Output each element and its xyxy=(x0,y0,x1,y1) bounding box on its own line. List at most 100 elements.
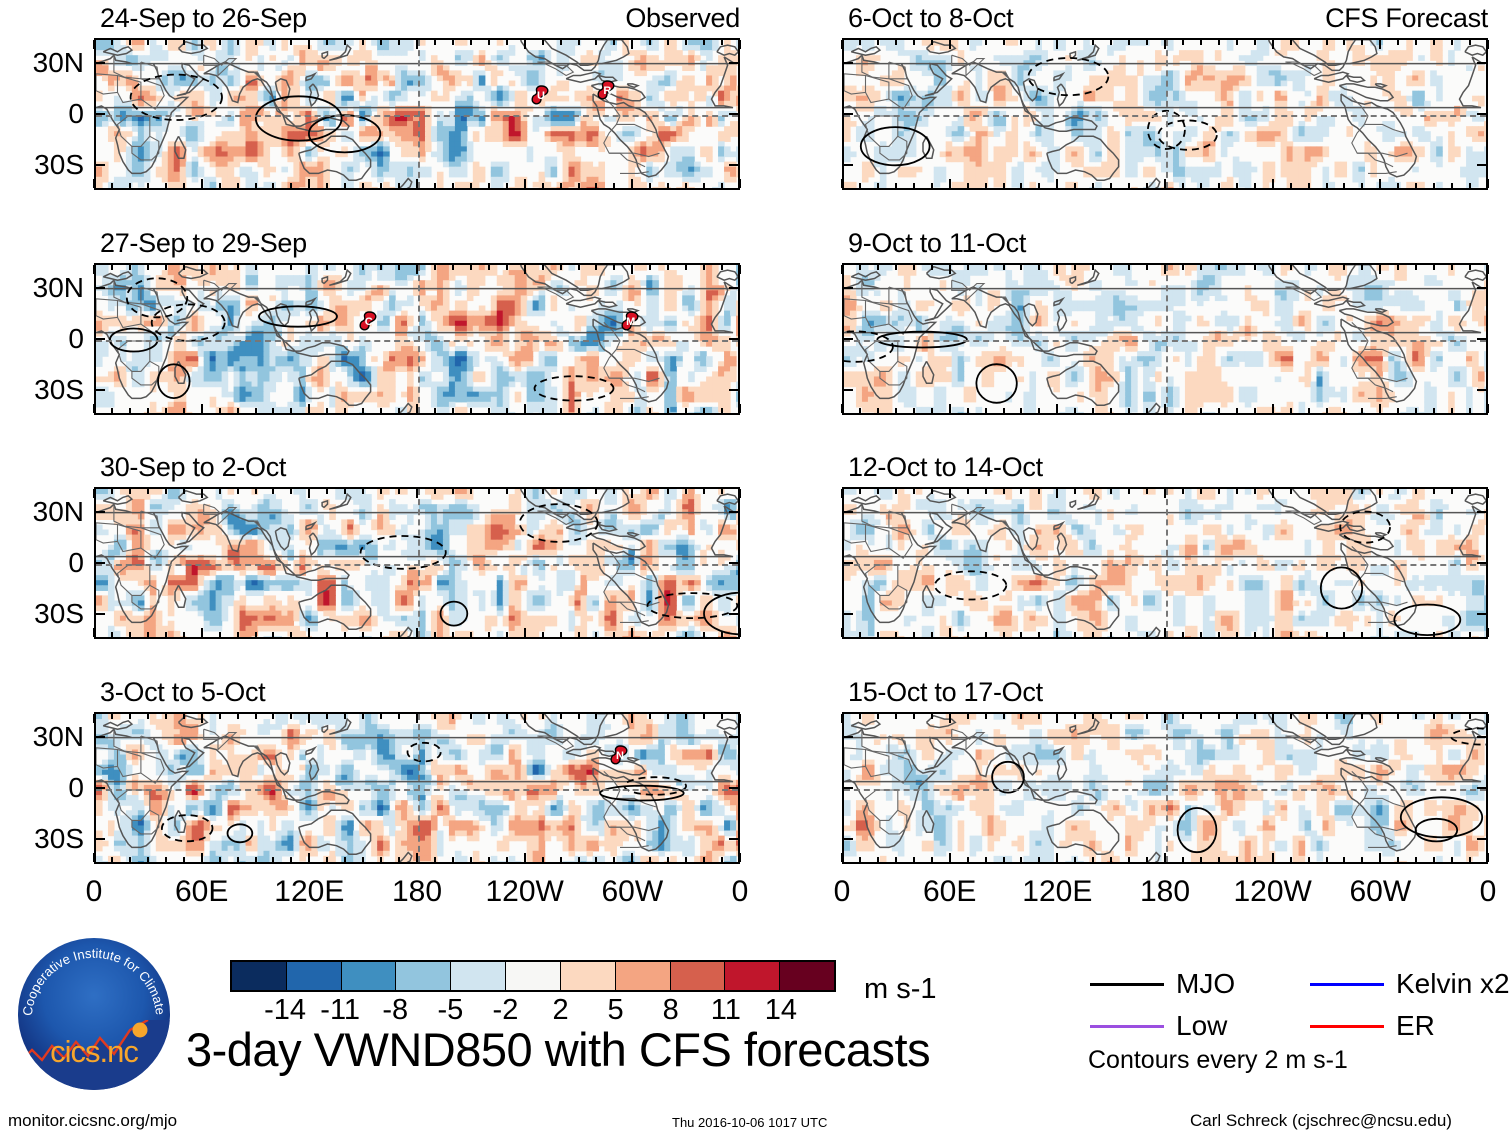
axis-tick xyxy=(93,853,95,862)
axis-tick xyxy=(1038,183,1041,188)
contour-interval-note: Contours every 2 m s-1 xyxy=(1088,1046,1348,1074)
axis-tick xyxy=(362,40,365,45)
axis-tick xyxy=(1397,40,1400,45)
axis-tick xyxy=(1128,714,1131,719)
axis-tick xyxy=(1146,40,1149,45)
axis-tick xyxy=(844,562,853,564)
axis-tick xyxy=(1433,40,1436,45)
footer-left[interactable]: monitor.cicsnc.org/mjo xyxy=(8,1111,178,1130)
axis-tick xyxy=(380,265,383,270)
axis-tick xyxy=(487,857,490,862)
axis-tick xyxy=(595,489,598,494)
colorbar-tick--2: -2 xyxy=(492,994,519,1026)
axis-tick xyxy=(721,714,724,719)
axis-tick xyxy=(1020,489,1023,494)
axis-tick xyxy=(398,265,401,270)
axis-tick xyxy=(1199,714,1202,719)
y-tick-30S: 30S xyxy=(34,822,84,854)
equator-line xyxy=(844,340,1486,342)
colorbar-swatch-3 xyxy=(396,962,452,990)
legend-label: Low xyxy=(1176,1010,1228,1041)
axis-tick xyxy=(505,40,508,45)
axis-tick xyxy=(451,714,454,719)
axis-tick xyxy=(254,857,257,862)
axis-tick xyxy=(876,632,879,637)
axis-tick xyxy=(1343,408,1346,413)
axis-tick xyxy=(667,183,670,188)
axis-tick xyxy=(667,857,670,862)
axis-tick xyxy=(1164,40,1166,49)
axis-tick xyxy=(487,265,490,270)
axis-tick xyxy=(1235,265,1238,270)
axis-tick xyxy=(667,40,670,45)
colorbar-tick--5: -5 xyxy=(437,994,464,1026)
axis-tick xyxy=(912,632,915,637)
axis-tick xyxy=(649,40,652,45)
axis-tick xyxy=(1486,853,1489,862)
axis-tick xyxy=(1379,714,1382,723)
axis-tick xyxy=(416,853,418,862)
axis-tick xyxy=(595,714,598,719)
axis-tick xyxy=(308,853,311,862)
axis-tick xyxy=(236,632,239,637)
axis-tick xyxy=(541,265,544,270)
axis-tick xyxy=(1181,183,1184,188)
axis-tick xyxy=(200,628,203,637)
axis-tick xyxy=(930,408,933,413)
axis-tick xyxy=(1217,265,1220,270)
axis-tick xyxy=(451,857,454,862)
axis-tick xyxy=(1217,714,1220,719)
axis-tick xyxy=(729,113,738,115)
axis-tick xyxy=(1361,40,1364,45)
axis-tick xyxy=(326,857,329,862)
axis-tick xyxy=(308,489,311,498)
colorbar-swatch-10 xyxy=(780,962,834,990)
axis-tick xyxy=(1056,179,1059,188)
axis-tick xyxy=(1477,511,1486,514)
axis-tick xyxy=(858,265,861,270)
axis-tick xyxy=(559,632,562,637)
axis-tick xyxy=(966,632,969,637)
axis-tick xyxy=(1477,562,1486,564)
axis-tick xyxy=(96,163,105,166)
axis-tick xyxy=(1056,853,1059,862)
axis-tick xyxy=(1451,408,1454,413)
axis-tick xyxy=(912,489,915,494)
axis-tick xyxy=(146,40,149,45)
axis-tick xyxy=(729,62,738,65)
axis-tick xyxy=(110,265,113,270)
axis-tick xyxy=(1092,408,1095,413)
axis-tick xyxy=(844,388,853,391)
axis-tick xyxy=(433,489,436,494)
map-fcst-4 xyxy=(842,712,1488,864)
axis-tick xyxy=(703,489,706,494)
axis-tick xyxy=(1451,183,1454,188)
axis-tick xyxy=(1038,489,1041,494)
axis-tick xyxy=(841,714,843,723)
axis-tick xyxy=(948,628,951,637)
colorbar-swatch-5 xyxy=(506,962,561,990)
axis-tick xyxy=(182,714,185,719)
axis-tick xyxy=(505,714,508,719)
axis-tick xyxy=(1217,632,1220,637)
dateline xyxy=(418,489,420,637)
axis-tick xyxy=(182,408,185,413)
axis-tick xyxy=(1477,62,1486,65)
axis-tick xyxy=(948,179,951,188)
y-tick-30S: 30S xyxy=(34,597,84,629)
axis-tick xyxy=(595,40,598,45)
colorbar-tick-8: 8 xyxy=(662,994,679,1026)
axis-tick xyxy=(1146,857,1149,862)
axis-tick xyxy=(308,40,311,49)
axis-tick xyxy=(1074,632,1077,637)
panel-title-fcst-4: 15-Oct to 17-Oct xyxy=(848,677,1043,707)
axis-tick xyxy=(146,857,149,862)
axis-tick xyxy=(272,489,275,494)
axis-tick xyxy=(326,183,329,188)
storm-marker-R: R xyxy=(597,78,617,104)
equator-line xyxy=(96,115,738,117)
axis-tick xyxy=(308,404,311,413)
storm-marker-N: N xyxy=(610,743,630,769)
axis-tick xyxy=(858,408,861,413)
axis-tick xyxy=(523,714,526,723)
